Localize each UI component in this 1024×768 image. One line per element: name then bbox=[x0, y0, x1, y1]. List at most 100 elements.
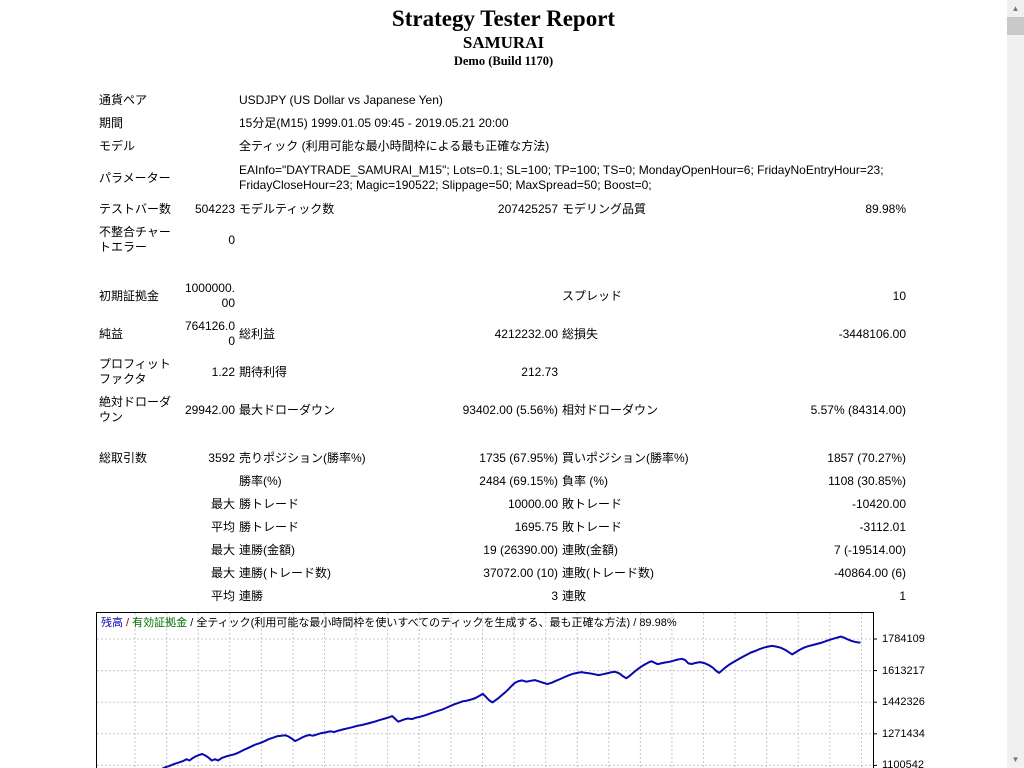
report-cell: -3112.01 bbox=[859, 520, 907, 534]
report-cell: 10000.00 bbox=[507, 497, 558, 511]
legend-text: 89.98% bbox=[639, 617, 677, 629]
scrollbar-thumb[interactable] bbox=[1007, 17, 1024, 35]
report-cell bbox=[182, 89, 237, 112]
report-cell: 29942.00 bbox=[184, 402, 235, 417]
vertical-scrollbar[interactable]: ▲ ▼ bbox=[1007, 0, 1024, 768]
report-cell: 2484 (69.15%) bbox=[479, 474, 558, 488]
report-cell: モデル bbox=[99, 139, 136, 153]
report-cell: 1695.75 bbox=[514, 520, 558, 534]
report-cell: -10420.00 bbox=[851, 497, 907, 511]
report-cell: 連勝(金額) bbox=[239, 543, 295, 557]
report-cell bbox=[182, 158, 237, 198]
report-cell: 相対ドローダウン bbox=[562, 402, 659, 417]
y-axis-label: 1784109 bbox=[882, 633, 925, 645]
report-cell: パラメーター bbox=[99, 170, 171, 185]
balance-chart: 残高 / 有効証拠金 / 全ティック(利用可能な最小時間枠を使いすべてのティック… bbox=[96, 612, 1007, 768]
report-cell: 1000000.00 bbox=[184, 281, 235, 310]
report-cell: 1108 (30.85%) bbox=[828, 474, 907, 488]
y-axis-label: 1100542 bbox=[882, 759, 925, 768]
report-cell bbox=[417, 221, 560, 259]
report-cell: テストバー数 bbox=[99, 202, 172, 216]
report-cell: 最大 bbox=[210, 497, 235, 511]
report-cell bbox=[97, 562, 182, 585]
build-info: Demo (Build 1170) bbox=[453, 54, 554, 68]
report-cell: -3448106.00 bbox=[838, 326, 907, 341]
report-cell: 連敗(トレード数) bbox=[562, 566, 654, 580]
report-cell: 連敗(金額) bbox=[562, 543, 618, 557]
report-cell: モデルティック数 bbox=[239, 202, 335, 216]
report-cell: 10 bbox=[892, 288, 907, 303]
report-cell bbox=[182, 135, 237, 158]
report-cell: 総取引数 bbox=[99, 451, 148, 465]
report-cell: 勝率(%) bbox=[239, 474, 282, 488]
report-cell bbox=[560, 221, 745, 259]
report-cell: 勝トレード bbox=[239, 520, 300, 534]
report-cell: スプレッド bbox=[562, 288, 623, 303]
y-axis-label: 1613217 bbox=[882, 664, 925, 677]
report-cell: 1735 (67.95%) bbox=[479, 451, 558, 465]
report-cell: 5.57% (84314.00) bbox=[810, 402, 907, 417]
report-cell: 敗トレード bbox=[562, 520, 623, 534]
report-cell: 212.73 bbox=[521, 364, 558, 379]
scroll-up-icon[interactable]: ▲ bbox=[1011, 4, 1020, 13]
report-cell: 1 bbox=[899, 589, 907, 603]
summary-table: 通貨ペア USDJPY (US Dollar vs Japanese Yen) 期間… bbox=[97, 89, 908, 608]
chart-frame bbox=[96, 612, 874, 768]
chart-legend: 残高 / 有効証拠金 / 全ティック(利用可能な最小時間枠を使いすべてのティック… bbox=[101, 614, 677, 630]
report-cell: 平均 bbox=[210, 589, 235, 603]
y-axis-label: 1271434 bbox=[882, 727, 925, 740]
report-cell: 19 (26390.00) bbox=[483, 543, 558, 557]
report-cell bbox=[237, 221, 417, 259]
report-cell: プロフィットファクタ bbox=[99, 357, 171, 386]
report-cell bbox=[97, 493, 182, 516]
report-cell: 1857 (70.27%) bbox=[827, 451, 907, 465]
report-cell bbox=[97, 429, 908, 447]
report-header: Strategy Tester Report SAMURAI Demo (Bui… bbox=[0, 6, 1007, 69]
ea-name: SAMURAI bbox=[462, 33, 545, 52]
report-cell: EAInfo="DAYTRADE_SAMURAI_M15"; Lots=0.1;… bbox=[239, 163, 884, 192]
report-cell bbox=[97, 470, 182, 493]
report-cell: 期待利得 bbox=[239, 364, 288, 379]
scroll-down-icon[interactable]: ▼ bbox=[1011, 755, 1020, 764]
legend-text: 残高 bbox=[101, 617, 123, 629]
report-cell: 最大 bbox=[210, 543, 235, 557]
report-cell: 7 (-19514.00) bbox=[833, 543, 907, 557]
page-title: Strategy Tester Report bbox=[391, 6, 616, 31]
report-cell: 89.98% bbox=[865, 202, 907, 216]
report-cell: 37072.00 (10) bbox=[483, 566, 558, 580]
legend-text: 有効証拠金 bbox=[132, 617, 188, 629]
report-cell bbox=[97, 259, 908, 277]
report-cell bbox=[97, 516, 182, 539]
report-cell: 4212232.00 bbox=[494, 326, 558, 341]
balance-curve bbox=[161, 635, 861, 768]
equity-chart-svg bbox=[96, 612, 877, 768]
report-cell: 93402.00 (5.56%) bbox=[462, 402, 558, 417]
report-cell bbox=[745, 353, 908, 391]
report-cell: 総利益 bbox=[239, 326, 276, 341]
report-cell: 期間 bbox=[99, 116, 124, 130]
report-cell: 連勝(トレード数) bbox=[239, 566, 331, 580]
report-cell: 買いポジション(勝率%) bbox=[562, 451, 689, 465]
report-cell: 207425257 bbox=[497, 202, 558, 216]
report-cell: 764126.00 bbox=[184, 319, 235, 348]
report-cell: 売りポジション(勝率%) bbox=[239, 451, 366, 465]
report-cell: 初期証拠金 bbox=[99, 288, 160, 303]
report-cell: 通貨ペア bbox=[99, 93, 148, 107]
report-cell: 平均 bbox=[210, 520, 235, 534]
report-cell: 3 bbox=[551, 589, 558, 603]
report-cell: 15分足(M15) 1999.01.05 09:45 - 2019.05.21 … bbox=[239, 116, 509, 130]
report-cell bbox=[97, 585, 182, 608]
report-cell bbox=[560, 353, 745, 391]
report-cell bbox=[417, 277, 560, 315]
report-cell: 連勝 bbox=[239, 589, 264, 603]
report-cell: 純益 bbox=[99, 326, 124, 341]
legend-text: / bbox=[630, 617, 640, 629]
report-cell: 連敗 bbox=[562, 589, 587, 603]
report-cell: 不整合チャートエラー bbox=[99, 225, 171, 254]
legend-text: / bbox=[123, 617, 133, 629]
report-cell: 負率 (%) bbox=[562, 474, 608, 488]
legend-text: / bbox=[187, 617, 197, 629]
report-cell: 3592 bbox=[208, 451, 235, 465]
report-table-body: 通貨ペア USDJPY (US Dollar vs Japanese Yen) 期間… bbox=[97, 89, 908, 608]
